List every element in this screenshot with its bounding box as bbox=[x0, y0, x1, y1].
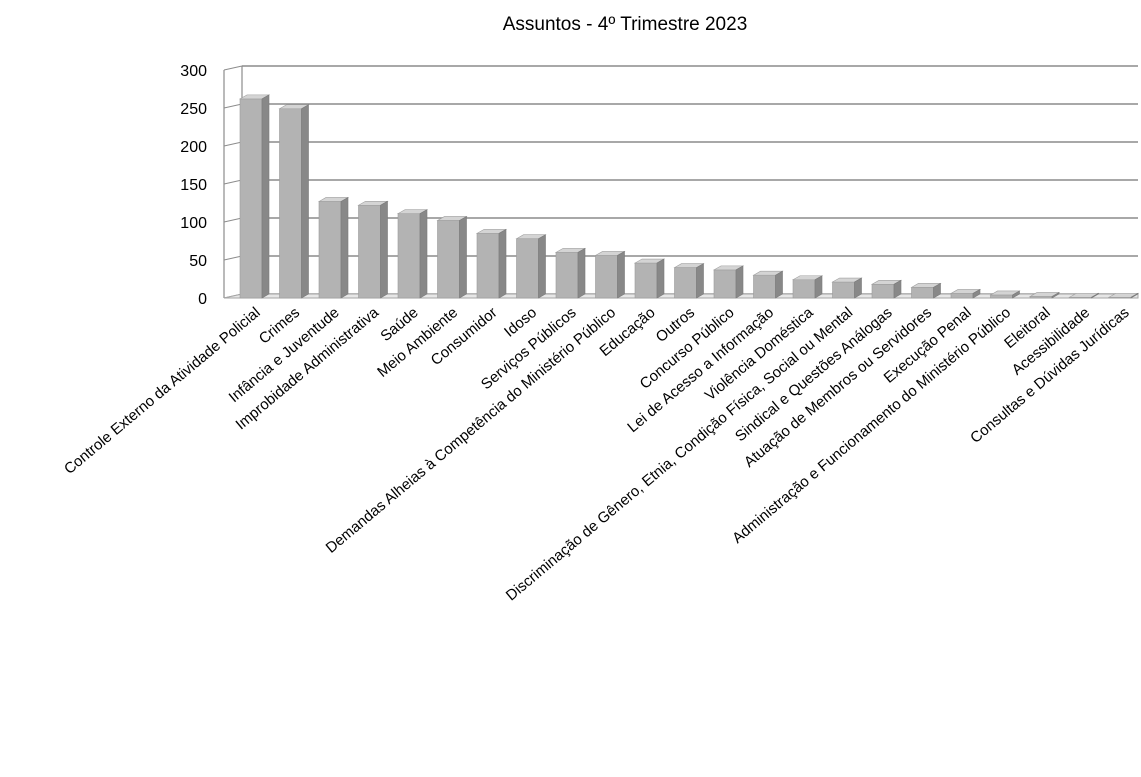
y-tick-label: 50 bbox=[189, 253, 207, 270]
bar bbox=[870, 279, 903, 299]
bar bbox=[594, 250, 626, 299]
bar bbox=[791, 275, 824, 299]
bar bbox=[989, 290, 1021, 299]
gridline-depth bbox=[223, 217, 243, 223]
bar-front bbox=[239, 98, 263, 299]
bar-side bbox=[775, 270, 783, 299]
gridline-depth bbox=[223, 179, 243, 185]
bar bbox=[949, 288, 982, 299]
bar bbox=[1028, 291, 1061, 299]
bar bbox=[673, 263, 705, 299]
gridlines bbox=[223, 65, 1138, 299]
bar-side bbox=[656, 258, 665, 299]
category-labels: Controle Externo da Atividade PolicialCr… bbox=[61, 304, 1133, 605]
bar-front bbox=[832, 281, 855, 299]
bar bbox=[831, 277, 863, 299]
y-tick-label: 200 bbox=[180, 139, 207, 156]
bar-front bbox=[674, 267, 697, 299]
bar-side bbox=[301, 104, 309, 299]
bar bbox=[712, 265, 745, 299]
bar-front bbox=[555, 252, 579, 299]
bar-side bbox=[893, 279, 902, 299]
gridline-depth bbox=[223, 103, 243, 109]
bar bbox=[633, 258, 666, 299]
gridline-depth bbox=[223, 255, 243, 261]
y-tick-label: 250 bbox=[180, 101, 207, 118]
bar-side bbox=[459, 215, 467, 299]
bar-side bbox=[854, 277, 862, 299]
bar-side bbox=[577, 247, 586, 299]
bar bbox=[436, 215, 468, 299]
gridline-depth bbox=[223, 65, 243, 71]
bar-side bbox=[735, 265, 744, 299]
bar bbox=[475, 228, 508, 299]
bar bbox=[1068, 292, 1100, 299]
chart-title: Assuntos - 4º Trimestre 2023 bbox=[503, 14, 748, 35]
bar-front bbox=[911, 287, 934, 299]
bar-side bbox=[419, 209, 428, 299]
bar bbox=[1107, 292, 1140, 299]
bar bbox=[752, 270, 784, 299]
bar-side bbox=[1051, 291, 1060, 299]
bar-side bbox=[1091, 292, 1099, 299]
bar bbox=[910, 282, 942, 299]
bar-front bbox=[634, 262, 658, 299]
bar bbox=[317, 196, 350, 299]
bar-front bbox=[792, 279, 816, 299]
bar-side bbox=[617, 250, 625, 299]
bar-side bbox=[1012, 290, 1020, 299]
bar-side bbox=[261, 94, 270, 299]
bar-front bbox=[950, 293, 974, 299]
bar bbox=[278, 104, 310, 299]
y-tick-label: 300 bbox=[180, 63, 207, 80]
bar-front bbox=[871, 284, 895, 299]
bar bbox=[357, 200, 389, 299]
bar bbox=[238, 94, 271, 299]
bar-front bbox=[753, 274, 776, 299]
bar-front bbox=[279, 108, 302, 299]
y-tick-label: 150 bbox=[180, 177, 207, 194]
bar-front bbox=[516, 238, 539, 299]
bar-side bbox=[972, 288, 981, 299]
bar-side bbox=[498, 228, 507, 299]
bar-front bbox=[397, 213, 421, 299]
bar-front bbox=[595, 255, 618, 299]
bar-front bbox=[476, 233, 500, 299]
bar-side bbox=[340, 196, 349, 299]
bar-side bbox=[1130, 292, 1139, 299]
bar bbox=[515, 234, 547, 299]
bar-front bbox=[437, 220, 460, 299]
bar bbox=[396, 209, 429, 299]
bar-front bbox=[713, 269, 737, 299]
bar-front bbox=[358, 204, 381, 299]
y-tick-label: 0 bbox=[198, 291, 207, 308]
bar-side bbox=[933, 282, 941, 299]
gridline-depth bbox=[223, 141, 243, 147]
bar-front bbox=[318, 201, 342, 299]
bar-front bbox=[990, 294, 1013, 299]
y-tick-label: 100 bbox=[180, 215, 207, 232]
bar-side bbox=[380, 200, 388, 299]
bar-side bbox=[696, 263, 704, 299]
bars bbox=[238, 94, 1140, 299]
bar bbox=[554, 247, 587, 299]
bar-side bbox=[814, 275, 823, 299]
bar-side bbox=[538, 234, 546, 299]
